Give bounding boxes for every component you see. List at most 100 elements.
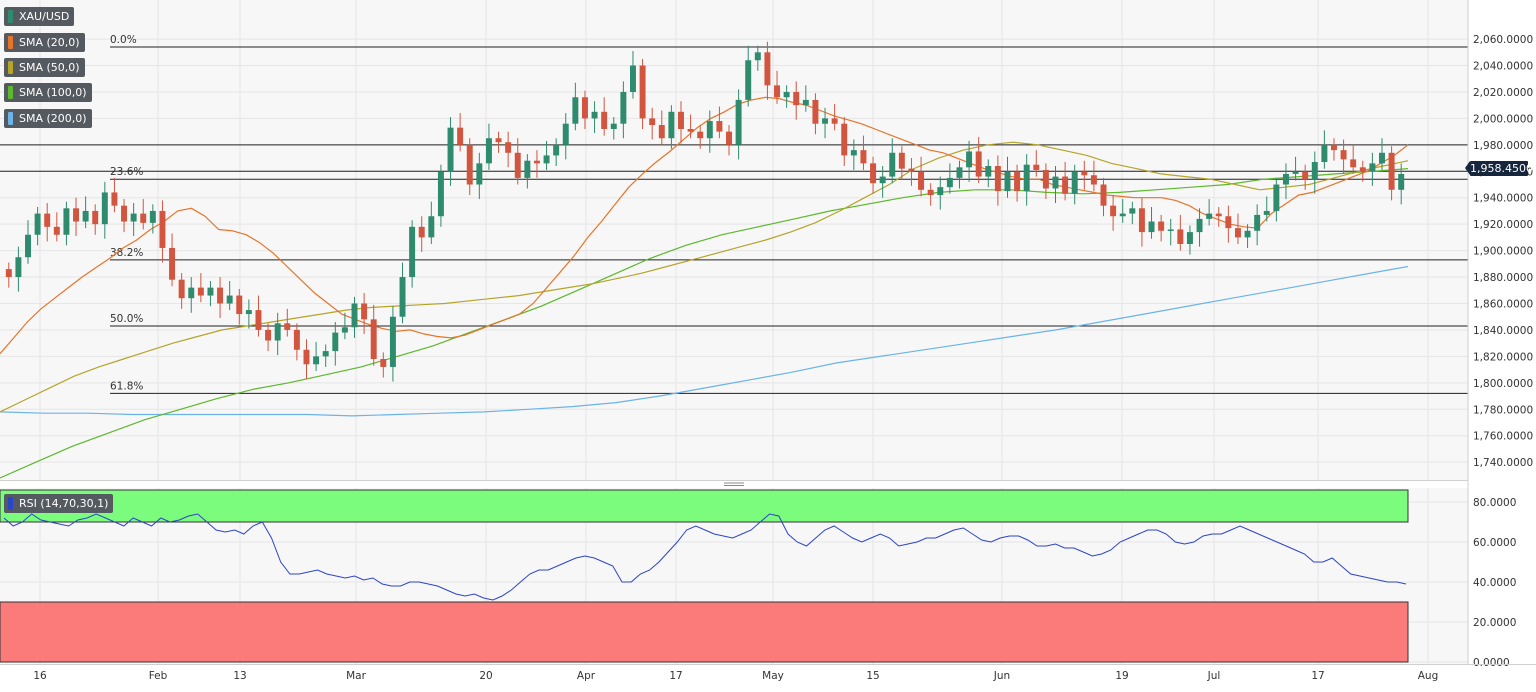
price-axis[interactable]: 2,060.0000 2,040.0000 2,020.0000 2,000.0000…	[1473, 34, 1533, 469]
current-price-badge: 1,958.4500	[1465, 161, 1533, 176]
candle-body	[130, 213, 137, 222]
candle-body	[25, 234, 31, 258]
candle-body	[1196, 218, 1203, 233]
fib-label: 50.0%	[110, 313, 143, 325]
fib-label: 61.8%	[110, 380, 143, 392]
candle-body	[73, 208, 79, 222]
price-tick-label: 1,900.0000	[1473, 246, 1533, 258]
candle-body	[1110, 205, 1117, 217]
candle-body	[898, 152, 905, 169]
candle-body	[188, 287, 195, 299]
candle-body	[169, 247, 176, 280]
candle-body	[1263, 210, 1270, 215]
candle-body	[658, 125, 665, 139]
candle-body	[764, 52, 771, 86]
time-tick-label: 20	[479, 670, 492, 682]
candle-body	[476, 163, 483, 185]
candle-body	[1014, 171, 1021, 192]
time-axis[interactable]: 16 Feb 13 Mar 20 Apr 17 May 15 Jun 19 Jul 17 Aug	[33, 670, 1438, 682]
time-tick-label: May	[762, 670, 784, 682]
candle-body	[697, 131, 704, 139]
candle-body	[937, 187, 944, 196]
candle-body	[1331, 144, 1337, 151]
price-tick-label: 1,860.0000	[1473, 298, 1533, 310]
time-tick-label: Jun	[993, 670, 1010, 682]
candle-body	[380, 359, 387, 367]
candle-body	[255, 310, 262, 330]
candle-body	[908, 168, 915, 172]
candle-body	[418, 226, 425, 238]
legend-rsi[interactable]: RSI (14,70,30,1)	[4, 494, 114, 513]
candle-body	[591, 111, 598, 119]
price-tick-label: 1,780.0000	[1473, 404, 1533, 416]
candle-body	[217, 287, 224, 304]
candle-body	[341, 327, 348, 333]
candle-body	[197, 287, 204, 296]
legend-sma100[interactable]: SMA (100,0)	[4, 83, 92, 102]
price-tick-label: 2,020.0000	[1473, 87, 1533, 99]
sma200-swatch-icon	[8, 112, 13, 125]
time-tick-label: 15	[866, 670, 879, 682]
candle-body	[140, 213, 147, 223]
price-tick-label: 1,940.0000	[1473, 193, 1533, 205]
sma20-swatch-icon	[8, 36, 13, 49]
fibonacci-levels: 0.0% 23.6% 38.2% 50.0% 61.8%	[110, 34, 1468, 394]
rsi-tick-label: 60.0000	[1473, 537, 1516, 549]
fib-label: 38.2%	[110, 247, 143, 259]
rsi-tick-label: 40.0000	[1473, 577, 1516, 589]
candle-body	[639, 65, 646, 119]
sma100-swatch-icon	[8, 86, 13, 99]
time-tick-label: 13	[233, 670, 246, 682]
price-tick-label: 1,840.0000	[1473, 325, 1533, 337]
candle-body	[389, 316, 396, 367]
candle-body	[82, 210, 89, 222]
candle-body	[918, 171, 925, 190]
candle-body	[610, 123, 617, 129]
price-tick-label: 2,060.0000	[1473, 34, 1533, 46]
time-tick-label: 16	[33, 670, 47, 682]
legend-sma200[interactable]: SMA (200,0)	[4, 109, 92, 128]
candle-body	[850, 150, 857, 156]
pane-resize-handle-icon[interactable]	[724, 482, 744, 486]
candle-body	[1158, 221, 1165, 231]
time-tick-label: Mar	[346, 670, 366, 682]
candle-body	[121, 205, 128, 222]
time-tick-label: Apr	[577, 670, 596, 682]
candles	[5, 41, 1405, 382]
candle-body	[754, 52, 761, 61]
candle-body	[514, 152, 521, 178]
candle-body	[812, 99, 819, 124]
candle-body	[1273, 184, 1280, 211]
candle-body	[562, 123, 569, 145]
candle-body	[399, 277, 406, 317]
candle-body	[63, 208, 70, 235]
candle-body	[101, 192, 108, 225]
candle-body	[985, 166, 992, 177]
candle-body	[1215, 213, 1222, 217]
candle-body	[1350, 159, 1357, 168]
candle-body	[313, 356, 320, 365]
candle-body	[745, 60, 752, 100]
candle-body	[1071, 171, 1078, 194]
candle-body	[284, 323, 291, 330]
rsi-axis[interactable]: 80.0000 60.0000 40.0000 20.0000 0.0000	[1473, 497, 1516, 669]
legend-sma20[interactable]: SMA (20,0)	[4, 33, 85, 52]
legend-sma50[interactable]: SMA (50,0)	[4, 58, 85, 77]
candle-body	[1254, 214, 1261, 231]
time-tick-label: Aug	[1418, 670, 1439, 682]
candle-body	[1186, 232, 1193, 244]
candle-body	[870, 163, 877, 184]
candle-body	[678, 111, 684, 129]
candle-body	[1081, 171, 1088, 176]
candle-body	[457, 127, 464, 145]
legend-symbol[interactable]: XAU/USD	[4, 7, 75, 26]
legend-sma50-label: SMA (50,0)	[19, 61, 80, 74]
candle-body	[409, 226, 416, 278]
candle-body	[226, 295, 233, 304]
candle-body	[437, 171, 444, 217]
candle-body	[1138, 208, 1145, 233]
candle-body	[543, 155, 550, 164]
candle-body	[649, 118, 656, 126]
candle-body	[726, 131, 732, 145]
candle-body	[159, 210, 166, 248]
